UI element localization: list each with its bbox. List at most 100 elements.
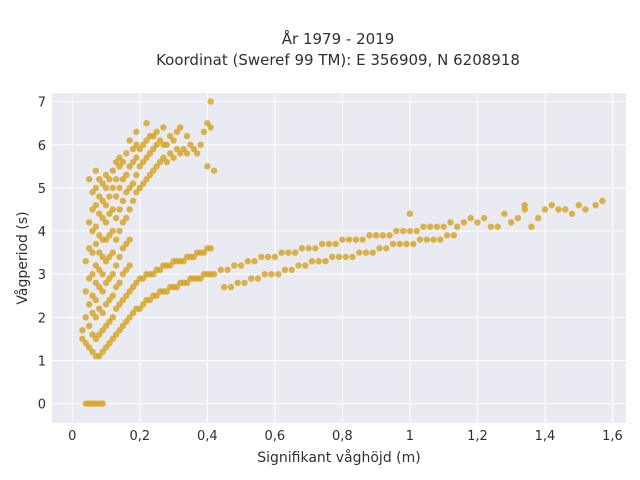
data-point	[335, 253, 343, 261]
data-point	[221, 283, 228, 291]
data-point	[109, 314, 116, 321]
data-point	[183, 279, 191, 287]
data-point	[376, 245, 383, 252]
data-point	[200, 249, 208, 256]
data-point	[318, 240, 326, 248]
data-point	[322, 258, 329, 265]
x-tick-label: 1,2	[467, 429, 488, 444]
data-point	[281, 266, 289, 274]
data-point	[291, 249, 299, 256]
data-point	[298, 245, 306, 252]
data-point	[139, 180, 147, 187]
data-point	[433, 223, 441, 230]
data-point	[139, 158, 147, 166]
data-point	[82, 314, 89, 321]
data-point	[224, 266, 231, 274]
x-tick-label: 0,8	[332, 429, 353, 444]
data-point	[123, 171, 130, 179]
data-point	[106, 176, 113, 183]
data-point	[133, 128, 140, 136]
data-point	[508, 219, 515, 226]
data-point	[369, 249, 376, 256]
data-point	[204, 163, 211, 170]
data-point	[92, 167, 100, 174]
data-point	[170, 137, 177, 144]
data-point	[106, 275, 113, 282]
data-point	[180, 145, 187, 153]
data-point	[106, 232, 113, 239]
data-point	[163, 141, 170, 148]
data-point	[126, 314, 133, 321]
data-point	[112, 193, 120, 200]
data-point	[123, 292, 130, 299]
data-point	[295, 262, 302, 269]
data-point	[106, 193, 113, 200]
data-point	[85, 245, 93, 252]
data-point	[126, 137, 133, 144]
data-point	[379, 232, 387, 239]
data-point	[85, 176, 93, 183]
data-point	[92, 201, 100, 209]
data-point	[106, 339, 113, 347]
data-point	[102, 301, 110, 308]
data-point	[251, 258, 258, 265]
data-point	[89, 189, 96, 196]
data-point	[119, 219, 127, 226]
data-point	[99, 253, 106, 261]
data-point	[156, 158, 164, 166]
data-point	[96, 249, 103, 256]
data-point	[129, 145, 137, 153]
data-point	[173, 145, 181, 153]
x-tick-label: 0,4	[197, 429, 218, 444]
data-point	[217, 266, 225, 274]
y-tick-label: 3	[38, 268, 46, 283]
data-point	[102, 344, 110, 351]
data-point	[285, 249, 292, 256]
data-point	[521, 206, 528, 213]
data-point	[92, 335, 100, 343]
data-point	[207, 245, 214, 252]
data-point	[99, 400, 106, 407]
data-point	[123, 240, 130, 248]
data-point	[146, 150, 154, 157]
data-point	[123, 318, 130, 325]
data-point	[325, 240, 333, 248]
data-point	[119, 296, 127, 304]
data-point	[139, 301, 147, 308]
x-tick-label: 0	[68, 429, 76, 444]
data-point	[528, 223, 535, 230]
data-point	[143, 137, 150, 144]
data-point	[453, 223, 461, 230]
data-point	[153, 141, 160, 148]
data-point	[197, 141, 204, 148]
data-point	[109, 335, 116, 343]
data-point	[126, 206, 133, 213]
data-point	[372, 232, 380, 239]
data-point	[106, 210, 113, 217]
data-point	[410, 240, 417, 248]
x-tick-label: 1,6	[602, 429, 623, 444]
data-point	[234, 279, 241, 287]
data-point	[437, 236, 444, 243]
data-point	[555, 206, 562, 213]
data-point	[450, 232, 457, 239]
data-point	[183, 150, 191, 157]
chart-title-line-1: År 1979 - 2019	[282, 29, 395, 48]
data-point	[119, 270, 127, 278]
data-point	[227, 283, 235, 291]
data-point	[92, 184, 100, 192]
data-point	[329, 253, 336, 261]
y-tick-label: 5	[38, 182, 46, 197]
data-point	[258, 253, 265, 261]
data-point	[89, 309, 96, 317]
data-point	[79, 327, 86, 334]
data-point	[241, 279, 248, 287]
data-point	[116, 184, 123, 192]
data-point	[406, 210, 414, 217]
data-point	[248, 275, 255, 282]
data-point	[480, 214, 488, 222]
data-point	[96, 193, 103, 200]
data-point	[89, 227, 96, 235]
data-point	[204, 119, 211, 127]
data-point	[112, 331, 120, 338]
